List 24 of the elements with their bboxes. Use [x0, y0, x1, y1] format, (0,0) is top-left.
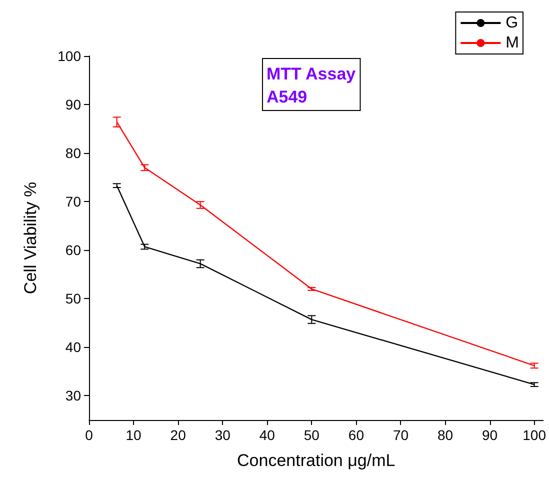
y-tick-label: 60 [65, 242, 82, 258]
x-tick-label: 10 [126, 427, 142, 443]
x-tick-label: 70 [392, 427, 409, 443]
x-axis-title: Concentration μg/mL [237, 451, 396, 470]
x-tick-label: 100 [522, 427, 546, 443]
x-tick-label: 40 [259, 427, 276, 443]
y-tick-label: 40 [65, 339, 82, 356]
y-axis-title: Cell Viability % [21, 182, 40, 294]
x-tick-label: 30 [214, 427, 231, 443]
x-tick-label: 20 [170, 427, 186, 443]
x-tick-label: 60 [348, 427, 364, 443]
y-tick-label: 70 [65, 194, 82, 210]
y-tick-label: 80 [65, 145, 82, 162]
legend-label: G [506, 14, 518, 32]
x-tick-label: 90 [482, 427, 498, 443]
y-tick-label: 100 [58, 48, 82, 64]
y-tick-label: 30 [65, 388, 82, 404]
x-tick-label: 0 [85, 427, 94, 443]
legend-label: M [506, 34, 519, 52]
y-tick-label: 50 [65, 290, 82, 307]
annotation: MTT Assay A549 [266, 64, 356, 106]
x-tick-label: 50 [304, 427, 320, 443]
y-tick-label: 90 [65, 96, 82, 113]
x-tick-label: 80 [437, 427, 454, 443]
